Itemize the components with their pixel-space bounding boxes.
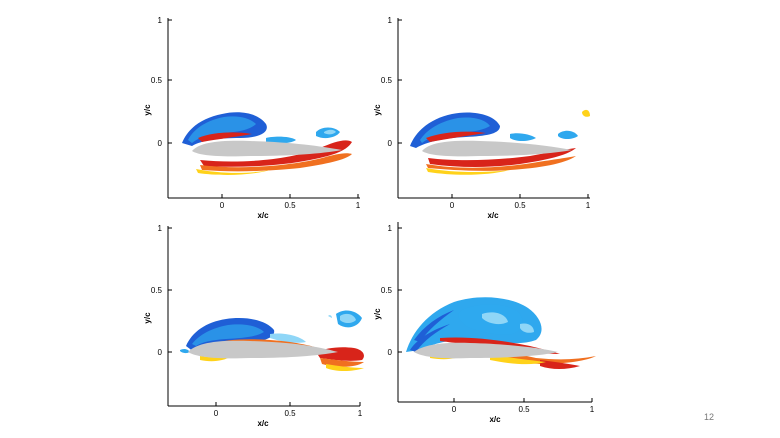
y-tick-1: 1 — [388, 224, 393, 233]
x-tick-0-5: 0.5 — [514, 201, 526, 210]
y-tick-0-5: 0.5 — [381, 76, 393, 85]
contour-plot-top-left: 1 0.5 0 0 0.5 1 x/c y/c — [143, 16, 361, 220]
contour-plot-top-right: 1 0.5 0 0 0.5 1 x/c y/c — [373, 16, 591, 220]
y-tick-0: 0 — [388, 139, 393, 148]
y-tick-1: 1 — [158, 224, 163, 233]
page-number: 12 — [704, 412, 715, 422]
y-tick-0: 0 — [158, 139, 163, 148]
x-tick-0-5: 0.5 — [518, 405, 530, 414]
vorticity-contours — [182, 112, 352, 175]
vorticity-contours — [410, 109, 590, 175]
y-tick-1: 1 — [388, 16, 393, 25]
y-tick-0-5: 0.5 — [381, 286, 393, 295]
x-tick-1: 1 — [586, 201, 591, 210]
x-tick-0: 0 — [452, 405, 457, 414]
y-tick-0: 0 — [388, 348, 393, 357]
x-tick-1: 1 — [358, 409, 363, 418]
x-tick-1: 1 — [356, 201, 361, 210]
vorticity-contours — [406, 297, 596, 369]
x-tick-0: 0 — [220, 201, 225, 210]
y-tick-0: 0 — [158, 348, 163, 357]
y-axis-title: y/c — [143, 312, 152, 324]
contour-plot-bottom-right: 1 0.5 0 0 0.5 1 x/c y/c — [373, 222, 596, 424]
x-tick-0: 0 — [450, 201, 455, 210]
x-tick-1: 1 — [590, 405, 595, 414]
y-tick-0-5: 0.5 — [151, 286, 163, 295]
x-tick-0: 0 — [214, 409, 219, 418]
y-axis-title: y/c — [373, 104, 382, 116]
vorticity-contours — [180, 310, 364, 371]
x-axis-title: x/c — [257, 419, 269, 428]
x-tick-0-5: 0.5 — [284, 201, 296, 210]
y-axis-title: y/c — [143, 104, 152, 116]
contour-plot-bottom-left: 1 0.5 0 0 0.5 1 x/c y/c — [143, 224, 364, 428]
x-tick-0-5: 0.5 — [284, 409, 296, 418]
x-axis-title: x/c — [257, 211, 269, 220]
x-axis-title: x/c — [489, 415, 501, 424]
y-axis-title: y/c — [373, 308, 382, 320]
y-tick-1: 1 — [158, 16, 163, 25]
y-tick-0-5: 0.5 — [151, 76, 163, 85]
x-axis-title: x/c — [487, 211, 499, 220]
